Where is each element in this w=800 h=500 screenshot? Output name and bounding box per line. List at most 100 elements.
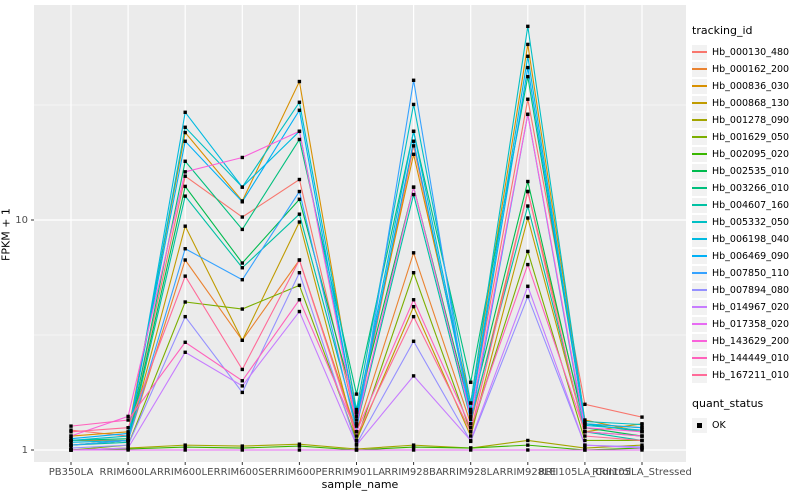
data-point [640, 443, 644, 447]
data-point [411, 185, 416, 189]
data-point [354, 438, 359, 443]
legend-key-line [692, 374, 707, 376]
data-point [526, 443, 530, 447]
legend-label: Hb_014967_020 [712, 301, 790, 313]
legend-label: Hb_003266_010 [712, 182, 790, 194]
legend-key-swatch [692, 265, 707, 281]
legend-key-swatch [692, 112, 707, 128]
data-point [240, 390, 244, 395]
legend-key-swatch [692, 180, 707, 196]
data-point [183, 247, 187, 251]
data-point [183, 314, 187, 319]
data-point [640, 426, 644, 430]
data-point [240, 444, 244, 448]
data-point [126, 426, 130, 430]
data-point [526, 284, 530, 288]
data-point [183, 350, 187, 354]
data-point [183, 445, 187, 449]
data-point [126, 431, 130, 436]
data-point [297, 177, 302, 182]
legend-key-line [692, 68, 707, 70]
legend-key-line [692, 272, 707, 274]
legend-label: Hb_143629_200 [712, 335, 790, 347]
x-tick-label-RRIM928BA: RRIM928BA [384, 467, 443, 478]
data-point [469, 438, 473, 443]
legend-key-swatch [692, 95, 707, 111]
legend-label: Hb_006198_040 [712, 233, 790, 245]
legend-key-line [692, 187, 707, 189]
data-point [183, 340, 187, 344]
legend-key-swatch [692, 163, 707, 179]
data-point [69, 424, 73, 428]
data-point [411, 251, 416, 255]
legend-key-line [692, 306, 707, 308]
data-point [183, 139, 187, 143]
legend-key-line [692, 153, 707, 155]
data-point [411, 271, 416, 275]
legend-item-Hb_017358_020: Hb_017358_020 [692, 316, 798, 332]
data-point [126, 440, 130, 445]
data-point [297, 271, 302, 275]
data-point [411, 192, 416, 197]
data-point [411, 339, 416, 343]
legend-key-line [692, 204, 707, 206]
data-point [183, 258, 187, 262]
data-point [526, 65, 530, 70]
legend-key-line [692, 119, 707, 121]
legend-label: Hb_004607_160 [712, 199, 790, 211]
legend-items-quant-status: OK [692, 417, 798, 433]
data-point [183, 448, 187, 452]
legend-label: Hb_006469_090 [712, 250, 790, 262]
x-tick-label-RRIM600LA: RRIM600LA [99, 467, 157, 478]
x-tick-label-RRIM928LA: RRIM928LA [442, 467, 500, 478]
data-point [640, 422, 644, 427]
legend-item-Hb_002535_010: Hb_002535_010 [692, 163, 798, 179]
data-point [69, 440, 73, 445]
data-point [469, 407, 473, 412]
legend-key-line [692, 340, 707, 342]
data-point [297, 189, 302, 194]
legend-key-swatch [692, 316, 707, 332]
data-point [240, 338, 244, 342]
data-point [69, 448, 73, 452]
legend-key-swatch [692, 129, 707, 145]
legend-key-line [692, 136, 707, 138]
x-tick-label-PB350LA: PB350LA [48, 467, 94, 478]
data-point [240, 266, 244, 270]
data-point [297, 220, 302, 224]
legend-key-swatch [692, 44, 707, 60]
data-point [469, 446, 473, 450]
data-point [411, 445, 416, 449]
data-point [469, 422, 473, 426]
legend-item-Hb_167211_010: Hb_167211_010 [692, 367, 798, 383]
data-point [240, 215, 244, 219]
legend-key-swatch [692, 231, 707, 247]
legend-key-line [692, 85, 707, 87]
data-point [183, 224, 187, 228]
legend-item-Hb_001278_090: Hb_001278_090 [692, 112, 798, 128]
legend-label: Hb_000130_480 [712, 46, 790, 58]
legend-label: Hb_007894_080 [712, 284, 790, 296]
legend-key-line [692, 51, 707, 53]
data-point [526, 204, 530, 208]
data-point [411, 314, 416, 319]
legend-key-swatch [692, 350, 707, 366]
legend-item-Hb_003266_010: Hb_003266_010 [692, 180, 798, 196]
legend-label: Hb_000162_200 [712, 63, 790, 75]
data-point [526, 216, 530, 220]
legend-key-swatch [692, 61, 707, 77]
data-point [240, 307, 244, 311]
data-point [69, 446, 73, 450]
data-point [240, 261, 244, 265]
y-tick-label-1: 1 [21, 445, 28, 456]
legend-item-Hb_001629_050: Hb_001629_050 [692, 129, 798, 145]
legend-key-line [692, 323, 707, 325]
data-point [526, 42, 530, 47]
data-point [411, 448, 416, 452]
data-point [240, 379, 244, 383]
data-point [526, 74, 530, 79]
data-point [183, 125, 187, 129]
data-point [526, 262, 530, 267]
data-point [354, 407, 359, 412]
